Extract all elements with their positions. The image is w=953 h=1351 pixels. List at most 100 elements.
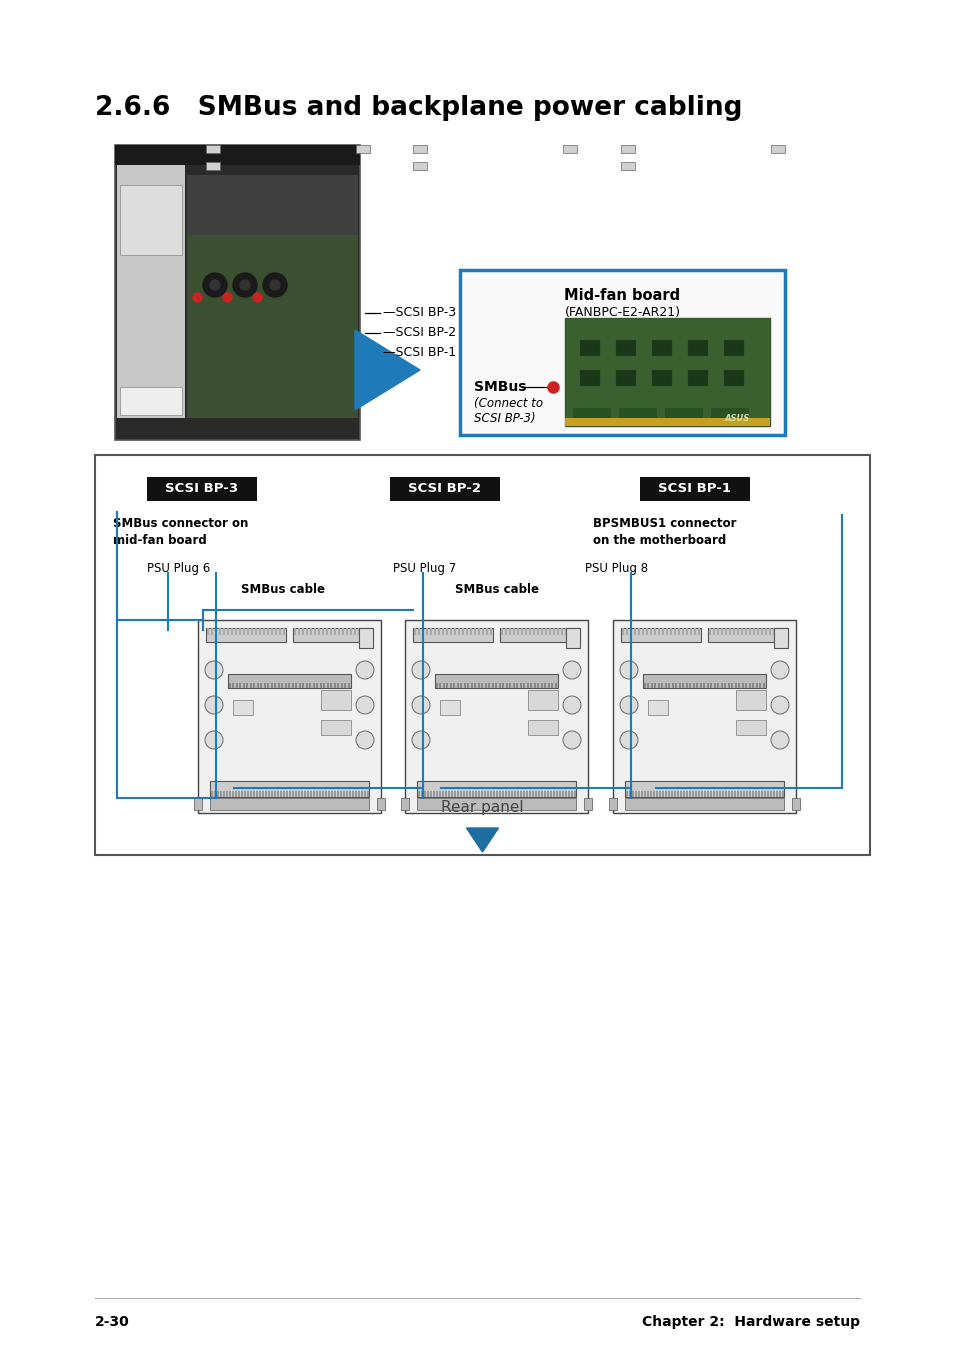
Bar <box>560 628 563 635</box>
Bar <box>638 790 639 797</box>
Text: —SCSI BP-2: —SCSI BP-2 <box>382 327 456 339</box>
Bar <box>681 628 684 635</box>
Bar <box>278 628 281 635</box>
Bar <box>405 620 587 813</box>
Bar <box>280 790 282 797</box>
Bar <box>207 628 210 635</box>
Bar <box>658 628 659 635</box>
Bar <box>758 790 760 797</box>
Bar <box>187 176 357 235</box>
Bar <box>327 684 329 688</box>
Bar <box>664 790 666 797</box>
Bar <box>620 628 700 642</box>
Bar <box>354 628 356 635</box>
Bar <box>698 790 700 797</box>
Bar <box>465 628 468 635</box>
Bar <box>650 684 652 688</box>
Bar <box>361 628 364 635</box>
Bar <box>271 790 273 797</box>
Bar <box>281 684 283 688</box>
Bar <box>651 370 671 386</box>
Bar <box>253 684 255 688</box>
Bar <box>618 408 657 417</box>
Circle shape <box>355 661 374 680</box>
Bar <box>759 684 760 688</box>
Bar <box>773 628 787 648</box>
Bar <box>268 790 270 797</box>
Bar <box>543 790 545 797</box>
Bar <box>734 684 737 688</box>
Bar <box>775 790 778 797</box>
Bar <box>317 628 320 635</box>
Bar <box>283 790 285 797</box>
Bar <box>211 790 213 797</box>
Bar <box>115 145 359 440</box>
Bar <box>516 684 518 688</box>
Bar <box>235 684 237 688</box>
Text: SMBus cable: SMBus cable <box>455 584 538 596</box>
Text: Rear panel: Rear panel <box>440 800 523 815</box>
Bar <box>555 684 557 688</box>
Bar <box>579 370 599 386</box>
Bar <box>745 790 747 797</box>
Bar <box>772 790 774 797</box>
Bar <box>685 628 688 635</box>
Bar <box>677 790 679 797</box>
Bar <box>616 340 636 357</box>
Bar <box>764 628 767 635</box>
Bar <box>748 684 750 688</box>
Bar <box>652 790 655 797</box>
Bar <box>724 628 727 635</box>
Bar <box>477 684 479 688</box>
Bar <box>95 455 869 855</box>
Bar <box>293 628 373 642</box>
Bar <box>297 628 300 635</box>
Bar <box>625 790 627 797</box>
Bar <box>490 628 492 635</box>
Bar <box>696 684 698 688</box>
Bar <box>456 684 458 688</box>
Bar <box>360 790 363 797</box>
Text: SCSI BP-2: SCSI BP-2 <box>408 482 481 496</box>
Bar <box>459 270 784 435</box>
Bar <box>187 245 357 345</box>
Bar <box>548 628 551 635</box>
Bar <box>727 684 729 688</box>
Bar <box>463 684 465 688</box>
Bar <box>532 790 534 797</box>
Bar <box>492 684 494 688</box>
Bar <box>480 790 482 797</box>
Bar <box>206 628 286 642</box>
Bar <box>297 790 299 797</box>
Bar <box>564 417 769 426</box>
Bar <box>692 684 695 688</box>
Text: 2.6.6   SMBus and backplane power cabling: 2.6.6 SMBus and backplane power cabling <box>95 95 741 122</box>
Bar <box>442 684 444 688</box>
Bar <box>712 790 714 797</box>
Bar <box>740 790 741 797</box>
Bar <box>727 790 729 797</box>
Bar <box>357 790 359 797</box>
Bar <box>330 684 333 688</box>
Bar <box>446 628 448 635</box>
Bar <box>661 790 663 797</box>
Bar <box>286 790 288 797</box>
Bar <box>562 145 577 153</box>
Bar <box>390 477 499 501</box>
Bar <box>540 790 542 797</box>
Bar <box>214 628 217 635</box>
Bar <box>450 684 452 688</box>
Bar <box>260 684 262 688</box>
Circle shape <box>203 273 227 297</box>
Bar <box>474 628 476 635</box>
Bar <box>517 790 518 797</box>
Bar <box>426 628 428 635</box>
Bar <box>400 798 409 811</box>
Bar <box>500 628 503 635</box>
Bar <box>706 684 708 688</box>
Bar <box>665 628 668 635</box>
Bar <box>661 628 664 635</box>
Bar <box>459 790 461 797</box>
Text: PSU Plug 6: PSU Plug 6 <box>147 562 210 576</box>
Bar <box>258 628 261 635</box>
